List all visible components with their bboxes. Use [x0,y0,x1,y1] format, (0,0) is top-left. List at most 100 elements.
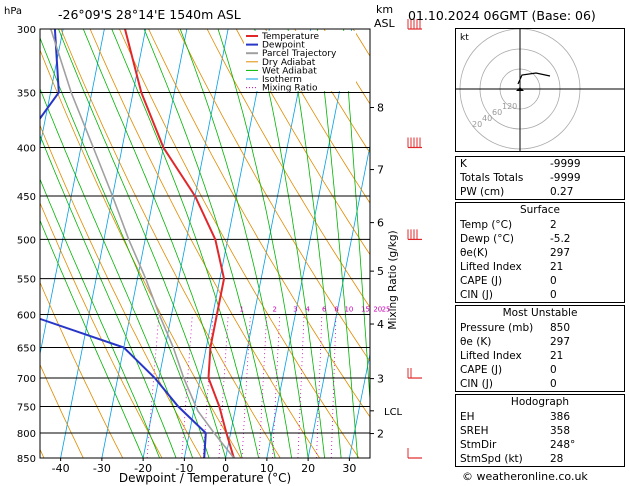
x-tick-label: 10 [260,462,274,475]
legend-entry: Temperature [261,32,319,42]
temperature-line [124,29,235,458]
pressure-tick-label: 650 [17,343,36,354]
table-row: Dewp (°C) -5.2 [456,232,624,246]
hodograph-panel: kt 20 40 60 120 [455,28,625,152]
km-tick-label: 4 [377,318,384,331]
row-label: θe (K) [460,336,492,348]
wet-adiabat-line [58,29,226,458]
pressure-tick-label: 500 [17,235,36,246]
wet-adiabat-line [82,29,243,458]
row-label: CAPE (J) [460,275,503,287]
mixing-ratio-label: 15 [361,306,370,314]
x-tick-label: 0 [222,462,229,475]
profile-lines [40,29,235,458]
hodograph-table: Hodograph EH 386 SREH 358 StmDir 248° StmSpd (… [455,394,625,467]
row-label: CIN (J) [460,378,493,390]
legend-entry: Mixing Ratio [262,84,318,94]
row-value: 358 [550,425,571,437]
row-value: 21 [550,350,564,362]
table-row: Pressure (mb) 850 [456,321,624,335]
location-title: -26°09'S 28°14'E 1540m ASL [58,7,241,22]
dry-adiabat-line [89,29,320,458]
row-value: 850 [550,322,571,334]
row-value: 0 [550,364,557,376]
row-label: StmSpd (kt) [460,453,523,465]
km-tick-label: 3 [377,373,384,386]
indices-table: K -9999 Totals Totals -9999 PW (cm) 0.27 [455,156,625,200]
dry-adiabat-line [148,29,370,418]
km-tick-label: 6 [377,217,384,230]
hodograph-table-title: Hodograph [510,396,570,408]
legend-box [244,31,356,91]
km-tick-label: 7 [377,164,384,177]
hodograph-ring-label: 60 [492,108,502,117]
row-label: Lifted Index [460,350,522,362]
table-row: CAPE (J) 0 [456,363,624,377]
row-value: 386 [550,411,571,423]
table-row: StmDir 248° [456,438,624,452]
row-value: 21 [550,261,564,273]
table-row: Totals Totals -9999 [456,171,624,185]
wet-adiabat-line [343,29,370,406]
row-value: 0 [550,378,557,390]
isotherm-line [225,29,312,458]
wet-adiabat-line [217,29,309,458]
km-tick-label: 5 [377,265,384,278]
mixing-ratio-label: 8 [334,306,338,314]
hodograph-ring-label: 20 [472,120,482,129]
mixing-ratio-label: 25 [382,306,391,314]
row-value: 297 [550,336,571,348]
row-label: Dewp (°C) [460,233,514,245]
dry-adiabat-line [294,29,370,154]
dry-adiabat-line [60,29,281,458]
mixing-ratio-label: 20 [373,306,382,314]
wet-adiabat-line [254,29,325,458]
row-value: 0 [550,275,557,287]
pressure-tick-label: 850 [17,454,36,465]
table-row: K -9999 [456,157,624,171]
pressure-tick-label: 600 [17,311,36,322]
dry-adiabat-line [206,29,370,309]
pressure-tick-label: 350 [17,88,36,99]
table-row: θe(K) 297 [456,246,624,260]
mixing-ratio-line [241,314,251,458]
dry-adiabat-line [0,29,5,458]
table-row: Lifted Index 21 [456,260,624,274]
row-value: -5.2 [550,233,571,245]
surface-title: Surface [519,204,560,216]
table-row: PW (cm) 0.27 [456,185,624,199]
row-value: -9999 [550,158,581,170]
x-tick-label: -30 [93,462,111,475]
legend-entry: Isotherm [262,75,302,85]
mixing-ratio-label: 4 [305,306,310,314]
table-row: Lifted Index 21 [456,349,624,363]
row-label: Totals Totals [460,172,524,184]
table-row: StmSpd (kt) 28 [456,452,624,466]
wet-adiabat-line [143,29,276,458]
table-row: CAPE (J) 0 [456,274,624,288]
wet-adiabat-line [40,178,160,458]
table-row: EH 386 [456,410,624,424]
dry-adiabat-line [40,48,242,458]
dry-adiabat-line [235,29,370,256]
isotherm-line [348,351,370,458]
wet-adiabat-line [179,29,292,458]
row-value: 297 [550,247,571,259]
wind-barbs [407,19,422,459]
x-tick-label: -40 [52,462,70,475]
row-value: 248° [550,439,576,451]
isotherm-line [101,29,188,458]
dry-adiabat-line [119,29,360,458]
row-label: K [460,158,467,170]
row-label: Lifted Index [460,261,522,273]
row-label: SREH [460,425,489,437]
pressure-tick-label: 450 [17,192,36,203]
table-row: θe (K) 297 [456,335,624,349]
x-tick-label: -10 [175,462,193,475]
row-label: StmDir [460,439,497,451]
hodograph-ring-label: 120 [502,102,517,111]
table-row: SREH 358 [456,424,624,438]
table-row: Temp (°C) 2 [456,218,624,232]
